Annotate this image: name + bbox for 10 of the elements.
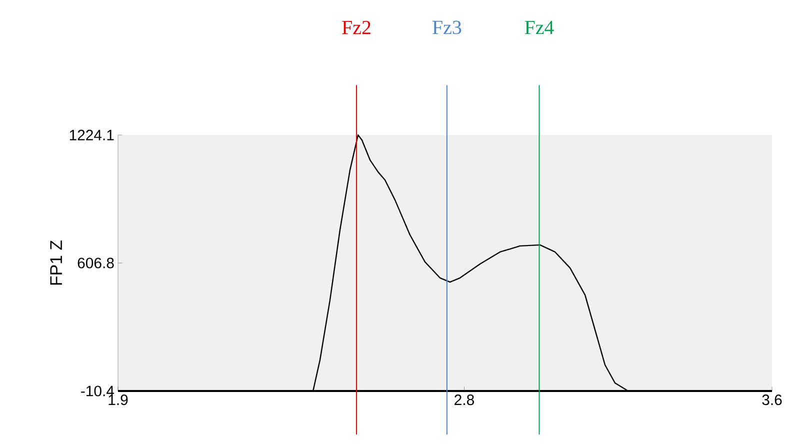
ref-line-label: Fz4 [524,20,554,34]
x-tick-label: 3.6 [762,394,782,406]
x-tick-label: 1.9 [108,394,128,406]
y-axis-title: FP1 Z [50,240,62,285]
x-tick-label: 2.8 [454,394,474,406]
y-tick-label: 1224.1 [70,130,114,140]
y-tick-label: 606.8 [78,258,114,268]
ref-line-label: Fz2 [342,20,370,34]
y-tick-label: -10.4 [81,386,114,396]
ref-line-label: Fz3 [432,20,462,34]
